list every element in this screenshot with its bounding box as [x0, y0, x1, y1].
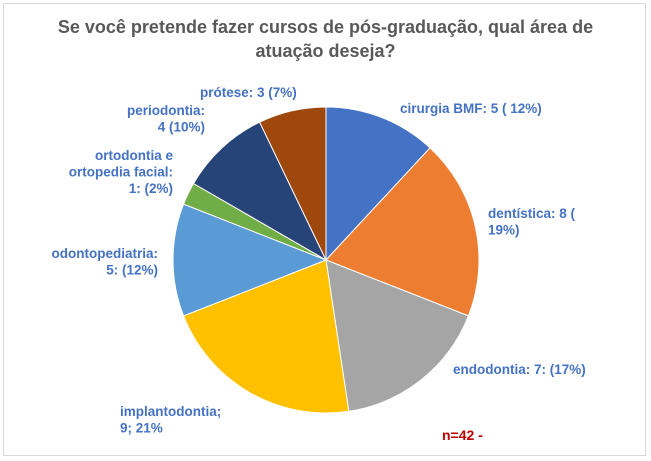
data-label-implantodontia: implantodontia; 9; 21%: [120, 404, 221, 436]
pie-slice-cirurgia-bmf: [325, 106, 431, 262]
pie-slice-dentística: [325, 147, 480, 317]
pie-slice-implantodontia: [182, 259, 350, 414]
pie-slice-periodontia: [192, 121, 328, 262]
pie-slice-odontopediatria: [172, 203, 328, 317]
pie-slice-endodontia: [325, 259, 470, 412]
data-label-periodontia: periodontia: 4 (10%): [127, 103, 205, 135]
data-label-prótese: prótese: 3 (7%): [200, 85, 297, 100]
chart-title: Se você pretende fazer cursos de pós-gra…: [0, 15, 651, 63]
data-label-ortodontia-e-ortopedia-facial: ortodontia e ortopedia facial: 1: (2%): [69, 148, 174, 196]
data-label-dentística: dentística: 8 (19%): [488, 206, 576, 238]
data-label-cirurgia-bmf: cirurgia BMF: 5 ( 12%): [400, 101, 542, 116]
chart-title-line-1: Se você pretende fazer cursos de pós-gra…: [57, 17, 594, 37]
sample-size-note: n=42 -: [442, 427, 483, 443]
data-label-endodontia: endodontia: 7: (17%): [453, 362, 586, 377]
chart-title-line-2: atuação deseja?: [255, 41, 396, 61]
data-label-odontopediatria: odontopediatria: 5: (12%): [52, 246, 159, 278]
pie-slice-prótese: [258, 106, 327, 261]
